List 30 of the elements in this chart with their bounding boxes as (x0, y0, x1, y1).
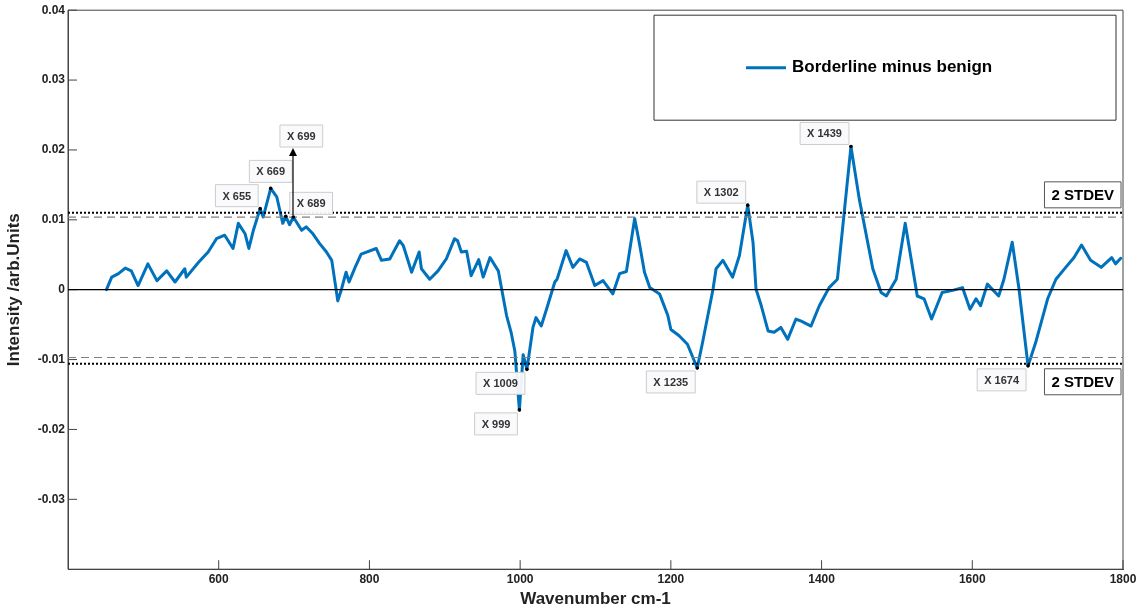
annotation: X 1674 (984, 373, 1020, 386)
x-tick-label: 1800 (1109, 571, 1137, 586)
y-tick-label: 0.04 (41, 2, 66, 17)
ref-line-label: 2 STDEV (1051, 372, 1115, 390)
x-axis-title: Wavenumber cm-1 (520, 589, 671, 609)
y-tick-label: -0.01 (37, 351, 66, 366)
annotation: X 655 (222, 189, 252, 202)
x-tick-label: 1200 (657, 571, 685, 586)
y-tick-label: -0.02 (37, 421, 66, 436)
y-tick-label: 0.02 (41, 142, 66, 157)
x-tick-label: 1000 (506, 571, 534, 586)
y-tick-label: 0.01 (41, 212, 66, 227)
annotation: X 1009 (483, 377, 518, 390)
x-tick-label: 800 (359, 571, 380, 586)
annotation: X 1235 (653, 375, 689, 388)
y-tick-label: -0.03 (37, 491, 66, 506)
x-tick-label: 600 (208, 571, 230, 586)
annotation: X 1439 (807, 127, 842, 140)
y-axis-title: Intensity /arb.Units (3, 213, 23, 367)
annotation: X 689 (296, 197, 326, 210)
y-tick-label: 0 (58, 282, 66, 297)
annotation: X 669 (256, 165, 286, 178)
y-tick-label: 0.03 (41, 72, 66, 87)
annotation: X 1302 (703, 186, 739, 199)
x-tick-label: 1400 (808, 571, 836, 586)
legend-label: Borderline minus benign (792, 57, 993, 77)
annotation: X 699 (286, 130, 316, 143)
annotation: X 999 (481, 417, 511, 430)
ref-line-label: 2 STDEV (1051, 185, 1115, 203)
x-tick-label: 1600 (958, 571, 986, 586)
